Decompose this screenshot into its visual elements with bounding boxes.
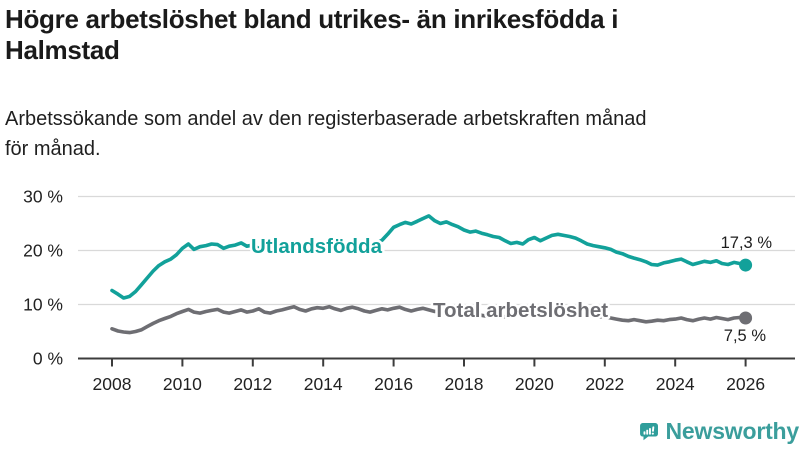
x-axis-label: 2022: [585, 374, 624, 394]
series-end-dot: [739, 258, 753, 272]
series-line-utlandsfodda: [110, 214, 748, 300]
y-axis-label: 20 %: [23, 241, 63, 261]
x-axis-label: 2020: [515, 374, 554, 394]
x-axis-label: 2026: [726, 374, 765, 394]
page-title: Högre arbetslöshet bland utrikes- än inr…: [5, 4, 797, 66]
series-end-dot: [739, 311, 753, 325]
x-axis-label: 2012: [233, 374, 272, 394]
y-axis-label: 10 %: [23, 295, 63, 315]
chart-subtitle-line-2: för månad.: [5, 138, 101, 160]
page-title-line-1: Högre arbetslöshet bland utrikes- än inr…: [5, 4, 619, 34]
x-axis-label: 2008: [93, 374, 132, 394]
newsworthy-brand-text: Newsworthy: [665, 418, 800, 444]
y-axis-label: 0 %: [33, 349, 63, 369]
chart-header: Högre arbetslöshet bland utrikes- än inr…: [5, 4, 797, 164]
newsworthy-logo: Newsworthy: [639, 413, 799, 450]
y-axis-label: 30 %: [23, 187, 63, 207]
series-label: Utlandsfödda: [251, 235, 383, 258]
x-axis-label: 2014: [304, 374, 343, 394]
series-end-value-label: 17,3 %: [721, 234, 773, 252]
series-end-value-label: 7,5 %: [724, 327, 767, 345]
bar-chart-speech-bubble-icon: [640, 423, 658, 441]
series-line-total: [110, 304, 748, 335]
x-axis-label: 2010: [163, 374, 202, 394]
x-axis-label: 2024: [656, 374, 695, 394]
series-label: Total arbetslöshet: [433, 299, 608, 322]
chart-subtitle: Arbetssökande som andel av den registerb…: [5, 104, 797, 164]
x-axis-label: 2018: [445, 374, 484, 394]
page-title-line-2: Halmstad: [5, 35, 120, 65]
chart-subtitle-line-1: Arbetssökande som andel av den registerb…: [5, 108, 647, 130]
x-axis-label: 2016: [374, 374, 413, 394]
